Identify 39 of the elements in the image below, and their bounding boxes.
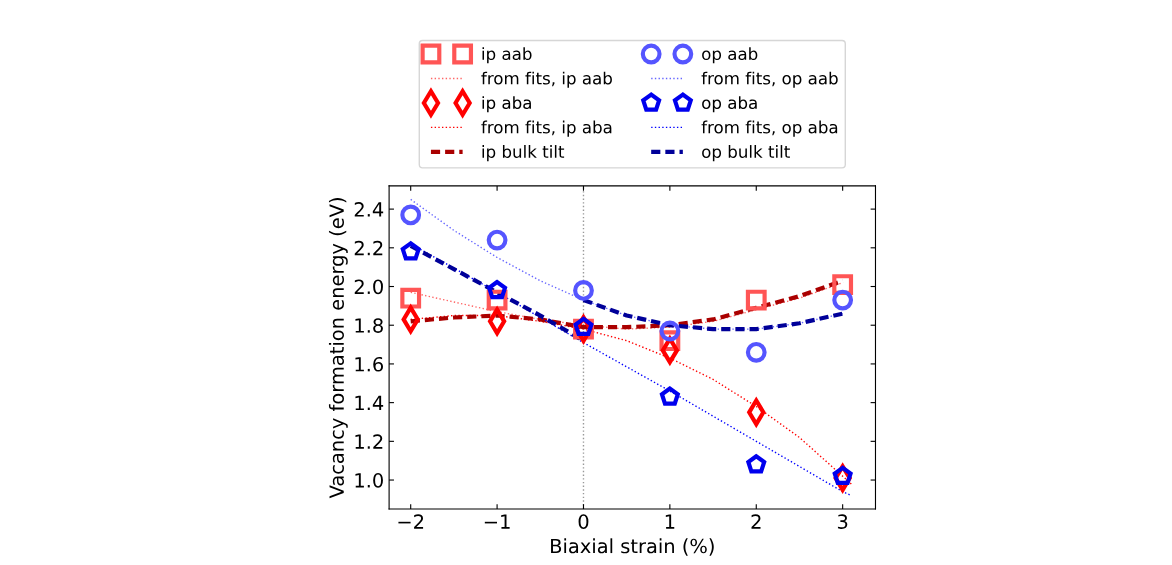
y-tick-label: 1.2 <box>355 434 383 449</box>
y-tick-label: 2.4 <box>354 202 384 217</box>
legend-label: from fits, op aba <box>701 120 838 137</box>
x-tick-label: 0 <box>578 514 589 529</box>
legend-label: ip aab <box>482 47 532 64</box>
point <box>745 289 767 311</box>
point <box>486 229 508 251</box>
legend-label: op aba <box>702 96 757 113</box>
point <box>573 279 594 301</box>
point <box>400 241 421 261</box>
legend-label: from fits, ip aba <box>481 120 612 137</box>
point <box>745 341 767 363</box>
legend-label: from fits, op aab <box>701 71 838 88</box>
point <box>487 279 508 300</box>
legend-label: op aab <box>702 47 758 64</box>
x-axis-title: Biaxial strain (%) <box>551 538 714 556</box>
y-axis-title: Vacancy formation energy (eV) <box>328 198 348 499</box>
point <box>832 465 853 485</box>
point <box>400 204 422 226</box>
point <box>659 320 681 342</box>
x-tick-label: 2 <box>751 514 761 529</box>
legend-label: from fits, ip aab <box>481 71 612 88</box>
point <box>832 289 854 311</box>
y-tick-label: 1.8 <box>355 318 383 333</box>
x-tick-label: 1 <box>665 514 675 529</box>
y-tick-label: 2.2 <box>354 240 383 256</box>
x-tick-label: −2 <box>398 514 424 529</box>
point <box>400 287 422 309</box>
y-tick-label: 1.6 <box>355 356 384 372</box>
legend-label: op bulk tilt <box>702 145 790 162</box>
x-tick-label: −1 <box>484 514 510 529</box>
point <box>659 386 680 406</box>
y-tick-label: 1.0 <box>355 472 383 488</box>
legend-label: ip aba <box>482 96 531 113</box>
point <box>746 454 767 474</box>
x-tick-label: 3 <box>837 514 848 529</box>
y-tick-label: 2.0 <box>354 279 383 295</box>
legend-label: ip bulk tilt <box>482 145 565 162</box>
y-tick-label: 1.4 <box>355 395 384 411</box>
